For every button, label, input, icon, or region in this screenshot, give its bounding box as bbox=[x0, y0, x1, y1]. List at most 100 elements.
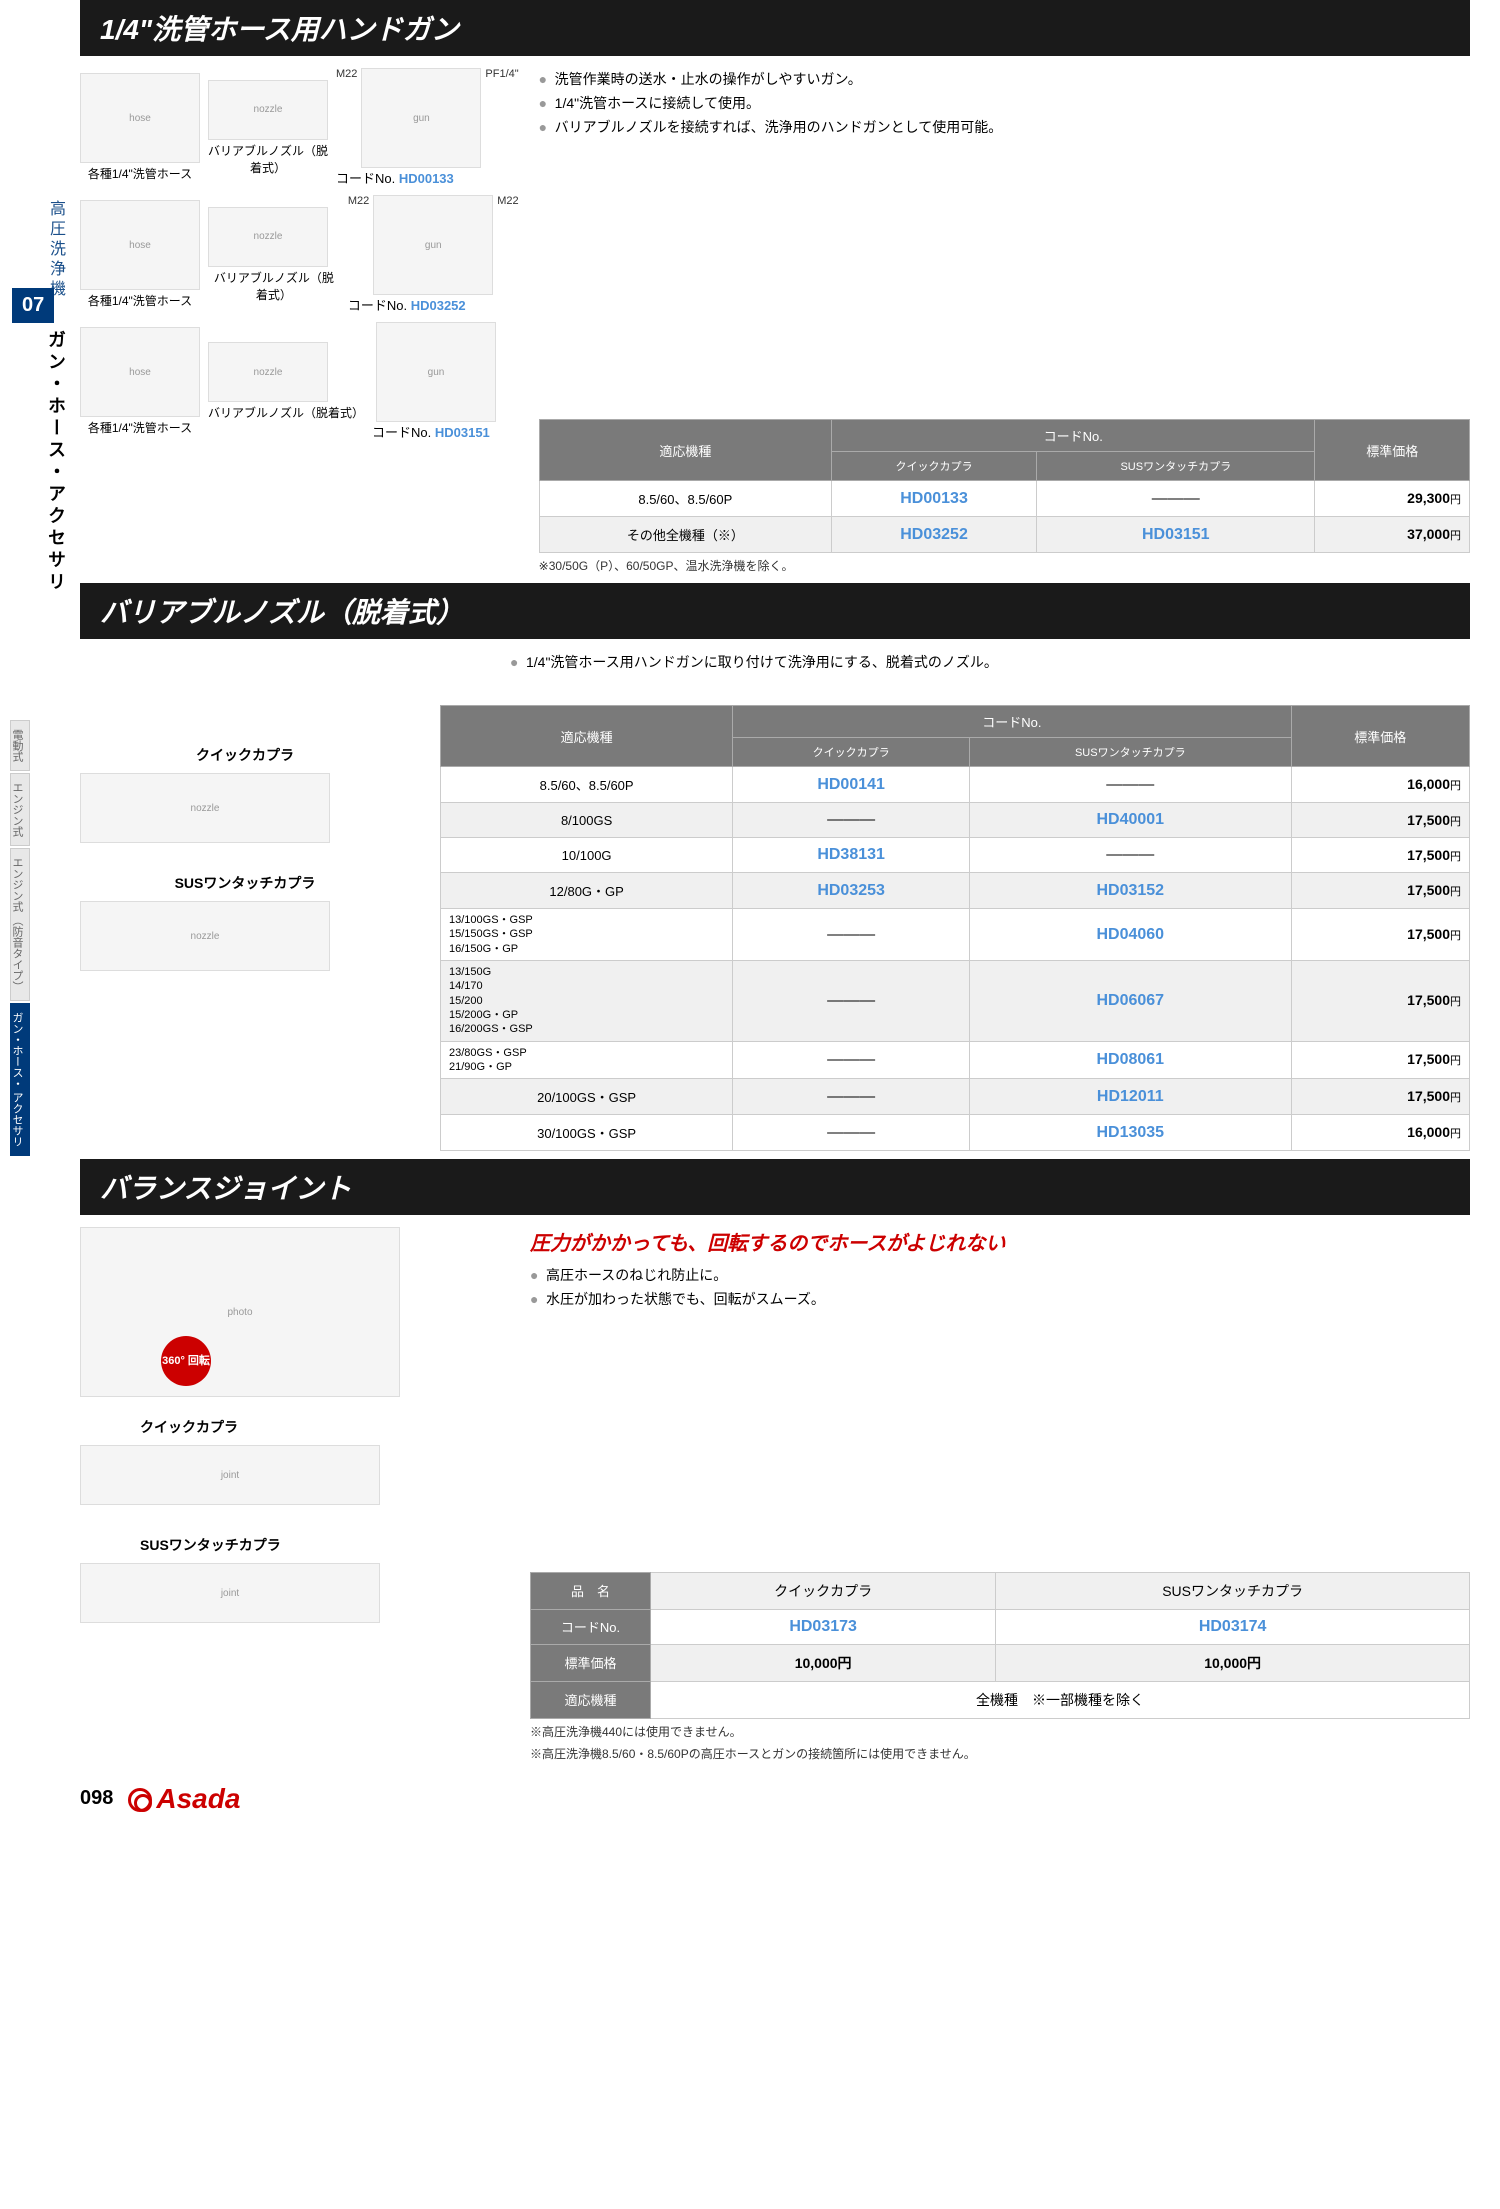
th-quick: クイックカプラ bbox=[832, 452, 1037, 481]
row-header: 適応機種 bbox=[531, 1681, 651, 1718]
nozzle-label: バリアブルノズル（脱着式） bbox=[208, 142, 328, 176]
cell-model: 10/100G bbox=[441, 838, 733, 873]
cell-price: 29,300円 bbox=[1315, 481, 1470, 517]
section2-bullets: 1/4"洗管ホース用ハンドガンに取り付けて洗浄用にする、脱着式のノズル。 bbox=[510, 651, 1470, 675]
cell-price: 17,500円 bbox=[1291, 803, 1469, 838]
section1-note: ※30/50G（P）、60/50GP、温水洗浄機を除く。 bbox=[539, 557, 1470, 575]
sidebar-subcategory: ガン・ホース・アクセサリ bbox=[43, 330, 69, 594]
cell-model: 8/100GS bbox=[441, 803, 733, 838]
cell-code: ――― bbox=[733, 803, 970, 838]
hose-label: 各種1/4"洗管ホース bbox=[80, 292, 200, 309]
nozzle-quick-image: nozzle bbox=[80, 773, 330, 843]
sidebar-tags: 電動式エンジン式エンジン式 （防音タイプ）ガン・ホース・ アクセサリ bbox=[10, 720, 30, 1158]
cell-price: 16,000円 bbox=[1291, 1115, 1469, 1151]
cell-code: HD00141 bbox=[733, 767, 970, 803]
cell-code: ――― bbox=[733, 1079, 970, 1115]
cell-code: ――― bbox=[733, 1115, 970, 1151]
th-price: 標準価格 bbox=[1291, 706, 1469, 767]
cell-code: HD06067 bbox=[970, 961, 1292, 1041]
section3-headline: 圧力がかかっても、回転するのでホースがよじれない bbox=[530, 1227, 1470, 1256]
cell-code: HD03253 bbox=[733, 873, 970, 909]
section2-images: クイックカプラ nozzle SUSワンタッチカプラ nozzle bbox=[80, 705, 410, 1151]
th-sus: SUSワンタッチカプラ bbox=[1037, 452, 1315, 481]
connector-label: PF1/4" bbox=[485, 68, 518, 80]
brand-logo: Asada bbox=[128, 1783, 240, 1815]
cell-code: ――― bbox=[733, 909, 970, 961]
nozzle-image: nozzle bbox=[208, 207, 328, 267]
gun-image: gun bbox=[373, 195, 493, 295]
nozzle-sus-image: nozzle bbox=[80, 901, 330, 971]
joint-sus-label: SUSワンタッチカプラ bbox=[80, 1535, 500, 1555]
cell: 10,000円 bbox=[996, 1644, 1470, 1681]
th-quick: クイックカプラ bbox=[733, 738, 970, 767]
gun-image: gun bbox=[376, 322, 496, 422]
cell-code: HD00133 bbox=[832, 481, 1037, 517]
connector-label: M22 bbox=[348, 195, 369, 207]
rotation-badge: 360° 回転 bbox=[161, 1336, 211, 1386]
bullet-item: 高圧ホースのねじれ防止に。 bbox=[530, 1264, 1470, 1288]
cell-code: HD03252 bbox=[832, 517, 1037, 553]
cell-price: 16,000円 bbox=[1291, 767, 1469, 803]
cell-model: 30/100GS・GSP bbox=[441, 1115, 733, 1151]
connector-label: M22 bbox=[497, 195, 518, 207]
nozzle-image: nozzle bbox=[208, 80, 328, 140]
cell-code: HD12011 bbox=[970, 1079, 1292, 1115]
cell: 10,000円 bbox=[651, 1644, 996, 1681]
hose-label: 各種1/4"洗管ホース bbox=[80, 165, 200, 182]
cell-price: 17,500円 bbox=[1291, 838, 1469, 873]
cell-price: 17,500円 bbox=[1291, 909, 1469, 961]
cell-code: HD38131 bbox=[733, 838, 970, 873]
cell-model: 12/80G・GP bbox=[441, 873, 733, 909]
gun-image: gun bbox=[361, 68, 481, 168]
th-code-group: コードNo. bbox=[733, 706, 1291, 738]
sidebar-tag: エンジン式 （防音タイプ） bbox=[10, 848, 30, 1001]
cell-code: ――― bbox=[733, 1041, 970, 1079]
section1-table: 適応機種 コードNo. 標準価格 クイックカプラ SUSワンタッチカプラ 8.5… bbox=[539, 419, 1470, 553]
cell-code: HD13035 bbox=[970, 1115, 1292, 1151]
cell-price: 17,500円 bbox=[1291, 1041, 1469, 1079]
joint-quick-label: クイックカプラ bbox=[80, 1417, 500, 1437]
hose-image: hose bbox=[80, 327, 200, 417]
sidebar-category: 高圧洗浄機 bbox=[43, 200, 67, 300]
cell-model: 13/100GS・GSP 15/150GS・GSP 16/150G・GP bbox=[441, 909, 733, 961]
sidebar-tag: 電動式 bbox=[10, 720, 30, 771]
cell-model: 23/80GS・GSP 21/90G・GP bbox=[441, 1041, 733, 1079]
cell: HD03173 bbox=[651, 1609, 996, 1644]
section2-header: バリアブルノズル（脱着式） bbox=[80, 583, 1470, 639]
cell: HD03174 bbox=[996, 1609, 1470, 1644]
logo-mark-icon bbox=[128, 1788, 152, 1812]
section3-table: 品 名クイックカプラ SUSワンタッチカプラコードNo.HD03173 HD03… bbox=[530, 1572, 1470, 1719]
nozzle-image: nozzle bbox=[208, 342, 328, 402]
th-model: 適応機種 bbox=[539, 420, 831, 481]
cell-model: 8.5/60、8.5/60P bbox=[441, 767, 733, 803]
cell-code: ――― bbox=[733, 961, 970, 1041]
sidebar-tag: エンジン式 bbox=[10, 773, 30, 846]
code-label: コードNo. HD03252 bbox=[348, 295, 519, 314]
cell-code: ――― bbox=[970, 767, 1292, 803]
cell-model: 13/150G 14/170 15/200 15/200G・GP 16/200G… bbox=[441, 961, 733, 1041]
cell-price: 17,500円 bbox=[1291, 1079, 1469, 1115]
cell-price: 37,000円 bbox=[1315, 517, 1470, 553]
th-price: 標準価格 bbox=[1315, 420, 1470, 481]
code-label: コードNo. HD03151 bbox=[372, 422, 500, 441]
bullet-item: 水圧が加わった状態でも、回転がスムーズ。 bbox=[530, 1288, 1470, 1312]
row-header: コードNo. bbox=[531, 1609, 651, 1644]
hose-image: hose bbox=[80, 73, 200, 163]
section2-table: 適応機種 コードNo. 標準価格 クイックカプラ SUSワンタッチカプラ 8.5… bbox=[440, 705, 1470, 1151]
sidebar-number: 07 bbox=[12, 288, 54, 323]
th-sus: SUSワンタッチカプラ bbox=[970, 738, 1292, 767]
connector-label: M22 bbox=[336, 68, 357, 80]
cell-code: HD04060 bbox=[970, 909, 1292, 961]
th-model: 適応機種 bbox=[441, 706, 733, 767]
th-code-group: コードNo. bbox=[832, 420, 1315, 452]
footnote: ※高圧洗浄機440には使用できません。 bbox=[530, 1723, 1470, 1741]
page-number: 098 bbox=[80, 1787, 113, 1810]
cell-price: 17,500円 bbox=[1291, 961, 1469, 1041]
section3-header: バランスジョイント bbox=[80, 1159, 1470, 1215]
bullet-item: 洗管作業時の送水・止水の操作がしやすいガン。 bbox=[539, 68, 1470, 92]
cell-code: ――― bbox=[1037, 481, 1315, 517]
cell-code: HD40001 bbox=[970, 803, 1292, 838]
section3-images: photo 360° 回転 クイックカプラ joint SUSワンタッチカプラ … bbox=[80, 1227, 500, 1763]
hose-image: hose bbox=[80, 200, 200, 290]
cell-code: HD08061 bbox=[970, 1041, 1292, 1079]
